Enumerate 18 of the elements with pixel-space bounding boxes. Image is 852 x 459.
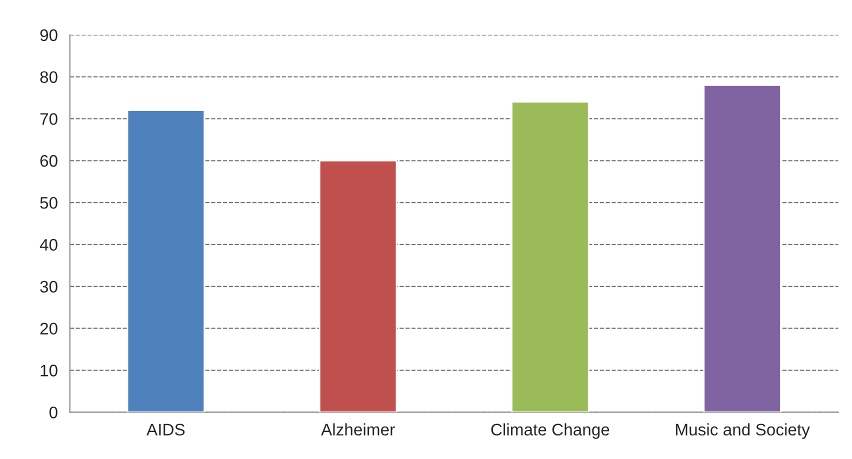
- x-tick-label: Alzheimer: [321, 423, 395, 436]
- y-tick-label: 50: [40, 196, 58, 209]
- x-tick-label: Music and Society: [676, 423, 810, 439]
- x-tick-label: AIDS: [146, 424, 185, 436]
- y-tick-label: 90: [40, 29, 58, 42]
- y-tick-label: 60: [40, 155, 58, 167]
- y-tick-label: 30: [40, 280, 58, 293]
- y-tick-label: 0: [49, 406, 58, 418]
- bar: [511, 101, 590, 412]
- y-tick-label: 20: [40, 322, 58, 335]
- x-tick-label: Climate Change: [491, 423, 610, 439]
- y-tick-label: 40: [40, 238, 58, 251]
- y-tick-label: 80: [40, 71, 58, 84]
- y-tick-label: 10: [40, 364, 58, 376]
- y-tick-label: 70: [40, 113, 58, 125]
- bar: [318, 160, 398, 412]
- bar: [126, 110, 206, 412]
- bar: [703, 84, 782, 412]
